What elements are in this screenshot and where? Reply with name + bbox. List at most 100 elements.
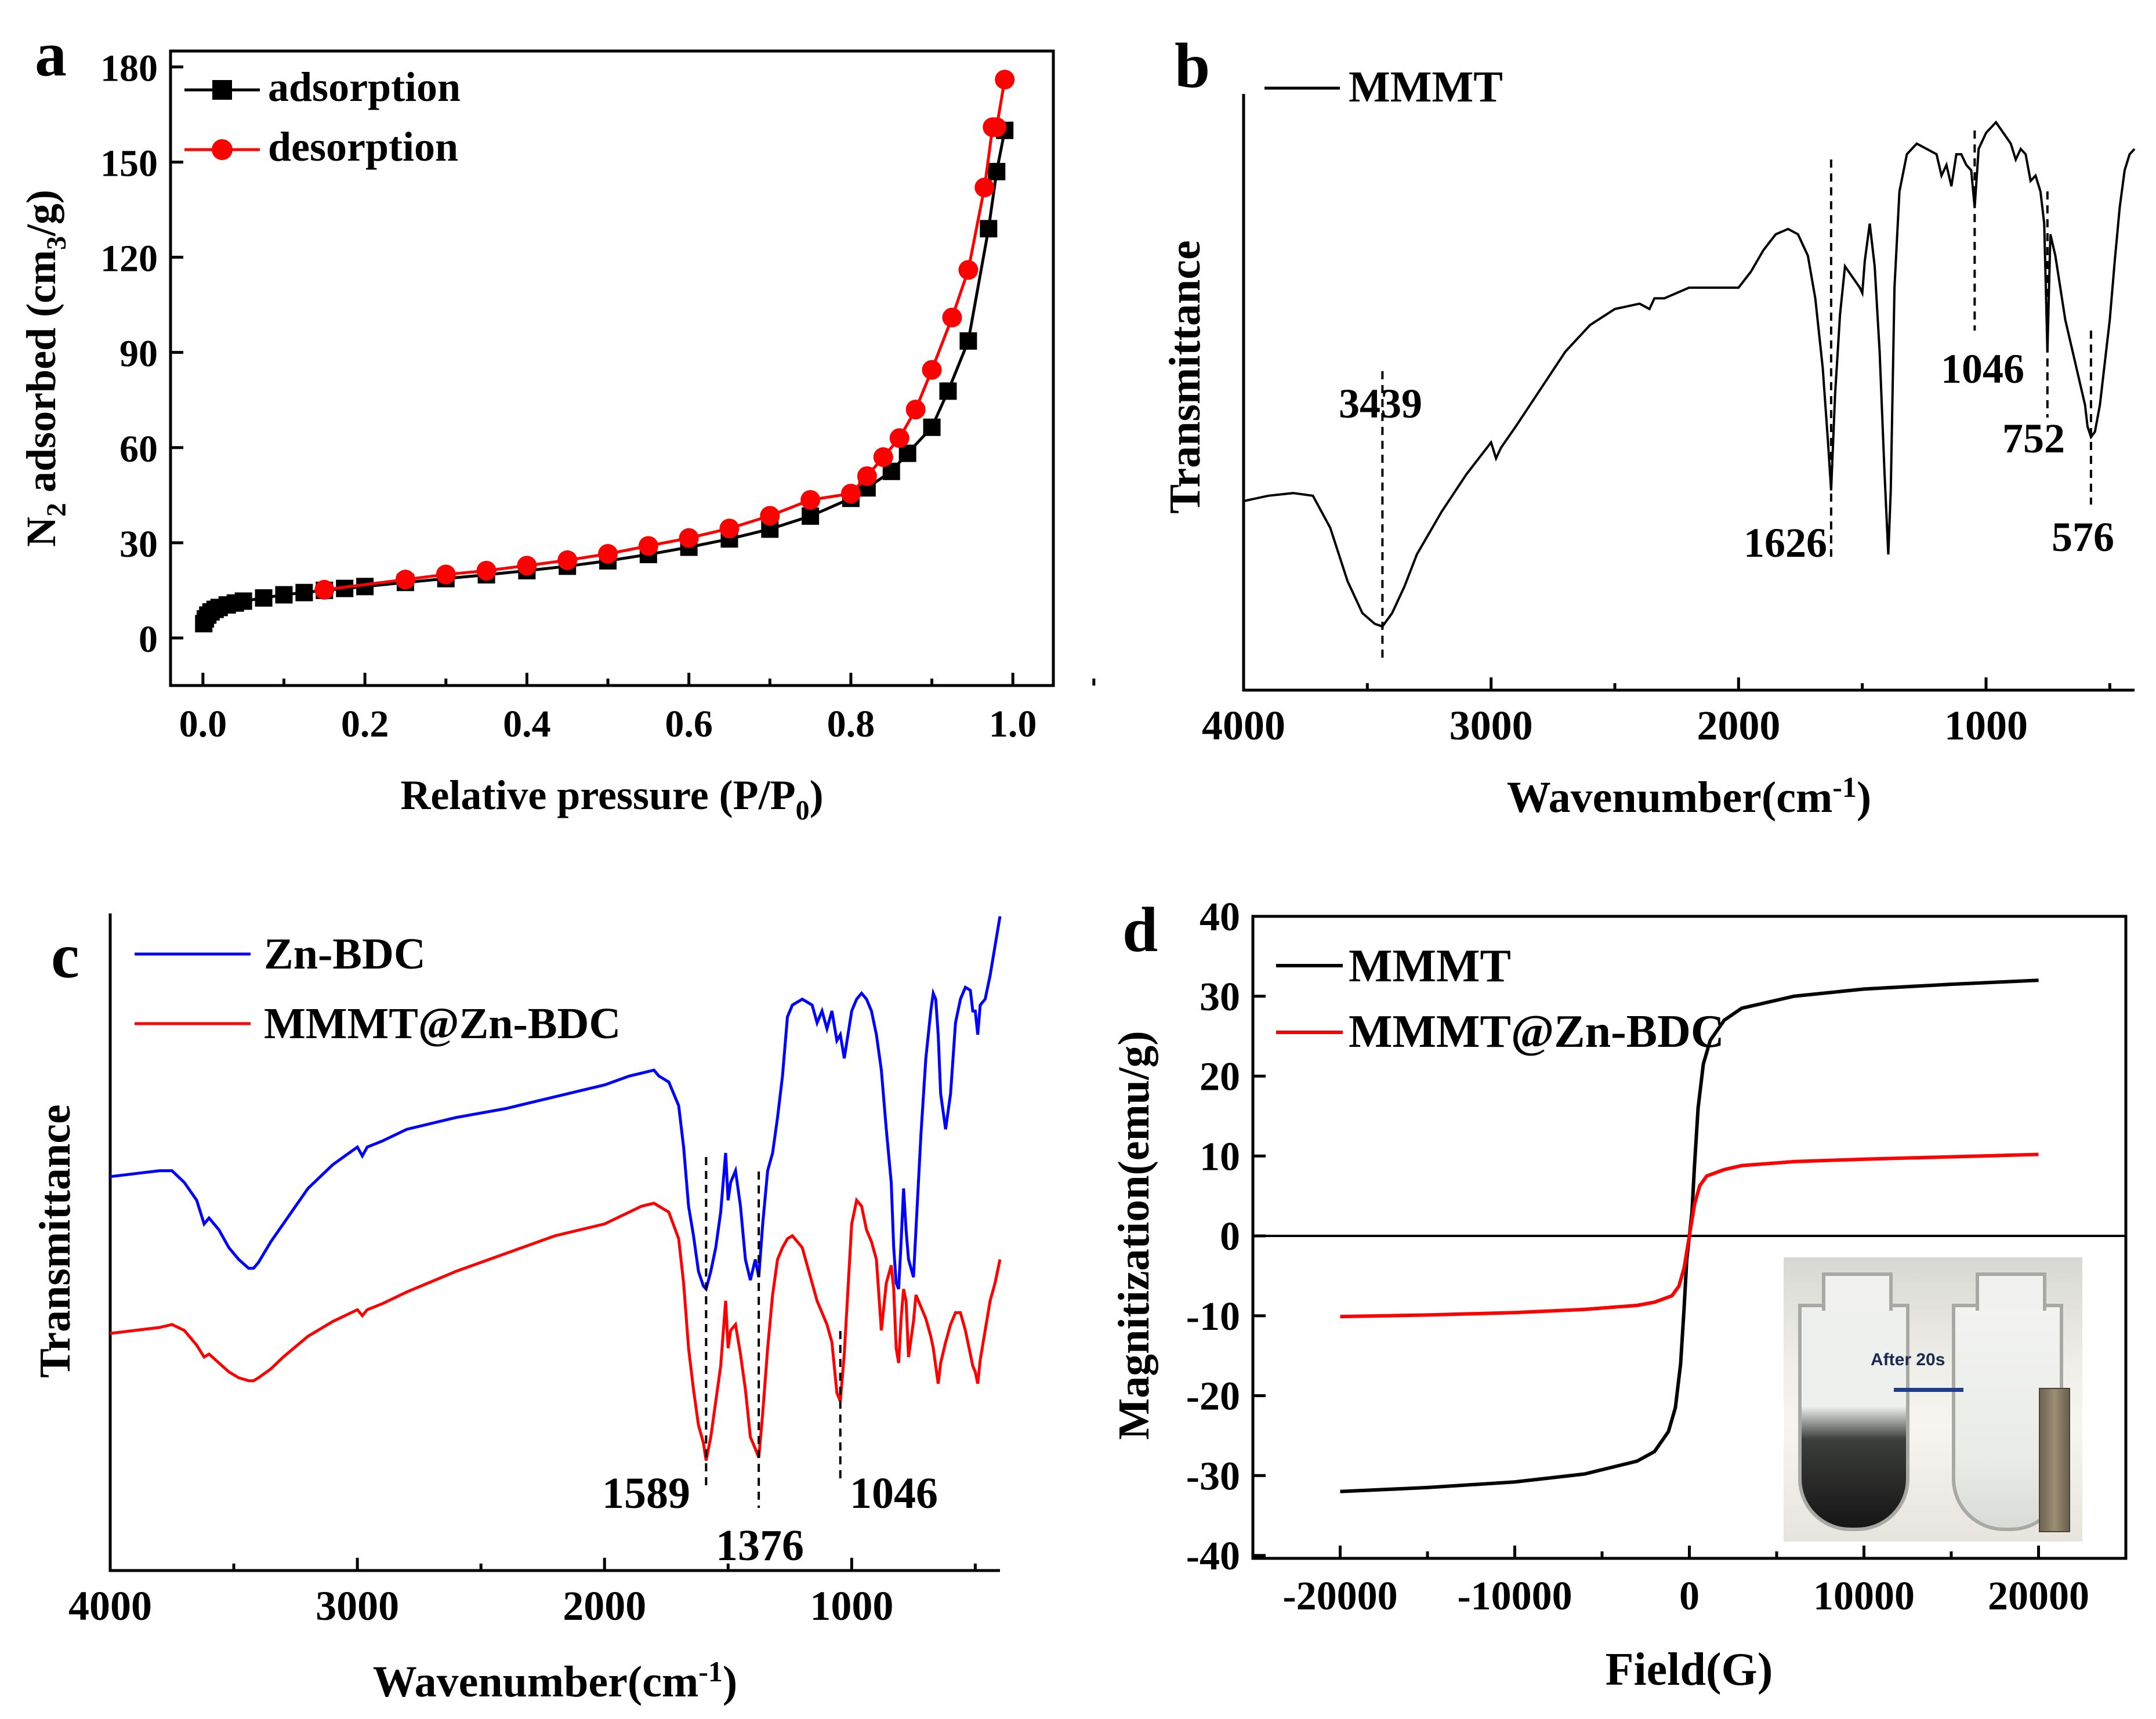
y-tick-label: 60 [119,428,158,470]
data-point-desorption [800,490,821,510]
x-tick-label: 1000 [1944,702,2028,749]
y-tick-label: -40 [1186,1534,1240,1579]
data-point-adsorption [988,162,1006,180]
y-tick-label: -20 [1186,1375,1240,1419]
panel-a-legend: adsorption desorption [184,64,461,170]
panel-a-y-ticks: 0 30 60 90 120 150 180 [100,47,183,661]
data-point-adsorption [255,589,273,607]
data-point-desorption [760,506,780,526]
legend-d-mmmt-label: MMMT [1349,941,1511,992]
peak-label-1046: 1046 [850,1469,938,1518]
legend-mmmt-label: MMMT [1349,63,1503,111]
y-tick-label: 180 [100,47,158,89]
data-point-desorption [995,70,1015,90]
data-point-desorption [598,543,618,564]
x-tick-label: 10000 [1813,1574,1915,1619]
x-tick-label: 1.0 [989,703,1037,745]
data-point-adsorption [234,592,252,610]
panel-d-series [1340,978,2039,1493]
x-tick-label: 4000 [1202,702,1285,749]
y-tick-label: 20 [1200,1055,1240,1100]
data-point-desorption [857,466,877,486]
x-tick-label: -20000 [1282,1574,1397,1619]
series-line-MMMT@Zn-BDC [110,1197,1002,1461]
y-tick-label: 10 [1200,1134,1240,1179]
panel-d-y-label: Magnitization(emu/g) [1110,1031,1158,1439]
peak-label-1589: 1589 [602,1469,690,1518]
peak-label-752: 752 [2002,415,2065,462]
data-point-desorption [889,428,909,448]
x-tick-label: 20000 [1988,1574,2089,1619]
data-point-desorption [905,400,926,420]
x-tick-label: 3000 [1450,702,1533,749]
panel-a-series [195,70,1015,633]
data-point-desorption [922,360,942,380]
data-point-desorption [314,579,335,600]
data-point-desorption [517,556,537,576]
data-point-adsorption [923,418,941,436]
data-point-desorption [942,307,962,328]
panel-d-x-label: Field(G) [1606,1644,1773,1695]
y-tick-label: -10 [1186,1294,1240,1339]
legend-adsorption-marker [212,80,232,100]
arrow-icon [1894,1388,1963,1392]
panel-c-x-ticks: 4000 3000 2000 1000 [68,1558,977,1629]
x-tick-label: -10000 [1457,1574,1572,1619]
peak-label-576: 576 [2052,514,2114,560]
panel-b-series [1243,120,2136,628]
panel-b-x-ticks: 4000 3000 2000 1000 [1202,677,2111,749]
data-point-desorption [840,484,861,504]
x-tick-label: 0.2 [341,703,389,745]
y-tick-label: 0 [1220,1214,1240,1259]
y-tick-label: -30 [1186,1454,1240,1499]
legend-mmmt-zn-bdc-label: MMMT@Zn-BDC [264,999,621,1048]
data-point-desorption [638,536,658,556]
peak-label-1376: 1376 [716,1521,804,1570]
y-tick-label: 150 [100,142,158,184]
x-tick-label: 2000 [1697,702,1780,749]
data-point-desorption [983,117,1003,137]
panel-c-legend: Zn-BDC MMMT@Zn-BDC [135,930,621,1048]
panel-c-series [110,916,1002,1461]
data-point-adsorption [939,382,957,400]
x-tick-label: 0.6 [665,703,713,745]
peak-label-1046: 1046 [1941,346,2024,392]
data-point-desorption [395,570,415,590]
panel-a-letter: a [35,19,67,89]
legend-adsorption-label: adsorption [268,64,461,110]
panel-d-inset-photo: After 20s [1784,1257,2082,1542]
data-point-adsorption [980,220,998,238]
panel-a-frame [169,49,1055,687]
data-point-desorption [476,560,497,581]
x-tick-label: 0.0 [179,703,227,745]
data-point-adsorption [275,586,293,604]
data-point-desorption [974,177,995,198]
panel-c-y-label: Transmittance [31,1104,79,1377]
legend-desorption-marker [212,139,233,160]
panel-d: d -20000 -10000 0 10000 20000 -40 -30 -20 -10 0 1… [1110,894,2128,1695]
series-line-MMMT@Zn-BDC [1340,1152,2039,1319]
x-tick-label: 0 [1679,1574,1700,1619]
y-tick-label: 30 [1200,975,1240,1020]
panel-d-letter: d [1122,894,1158,965]
magnet [2039,1388,2070,1532]
panel-c: c 4000 3000 2000 1000 1589 1376 1046 Zn-BDC M… [31,913,1002,1706]
panel-b-x-label: Wavenumber(cm-1) [1507,771,1871,822]
series-line-mmmt [1243,120,2136,628]
panel-c-x-label: Wavenumber(cm-1) [373,1655,737,1706]
panel-d-y-ticks: -40 -30 -20 -10 0 10 20 30 40 [1186,895,1266,1579]
panel-b: b 4000 3000 2000 1000 3439 1626 1046 752 576 MM… [1161,30,2136,822]
data-point-desorption [719,518,740,539]
panel-a-x-label: Relative pressure (P/P0) [400,772,823,826]
x-tick-label: 4000 [68,1583,152,1629]
peak-label-3439: 3439 [1339,380,1422,427]
data-point-desorption [873,447,893,467]
x-tick-label: 0.8 [827,703,875,745]
data-point-adsorption [959,332,977,350]
x-tick-label: 2000 [563,1583,646,1629]
y-tick-label: 30 [119,523,158,565]
x-tick-label: 1000 [810,1583,893,1629]
panel-d-x-ticks: -20000 -10000 0 10000 20000 [1282,1546,2128,1619]
data-point-desorption [557,550,578,570]
panel-a-x-ticks: 0.0 0.2 0.4 0.6 0.8 1.0 [179,673,1096,745]
